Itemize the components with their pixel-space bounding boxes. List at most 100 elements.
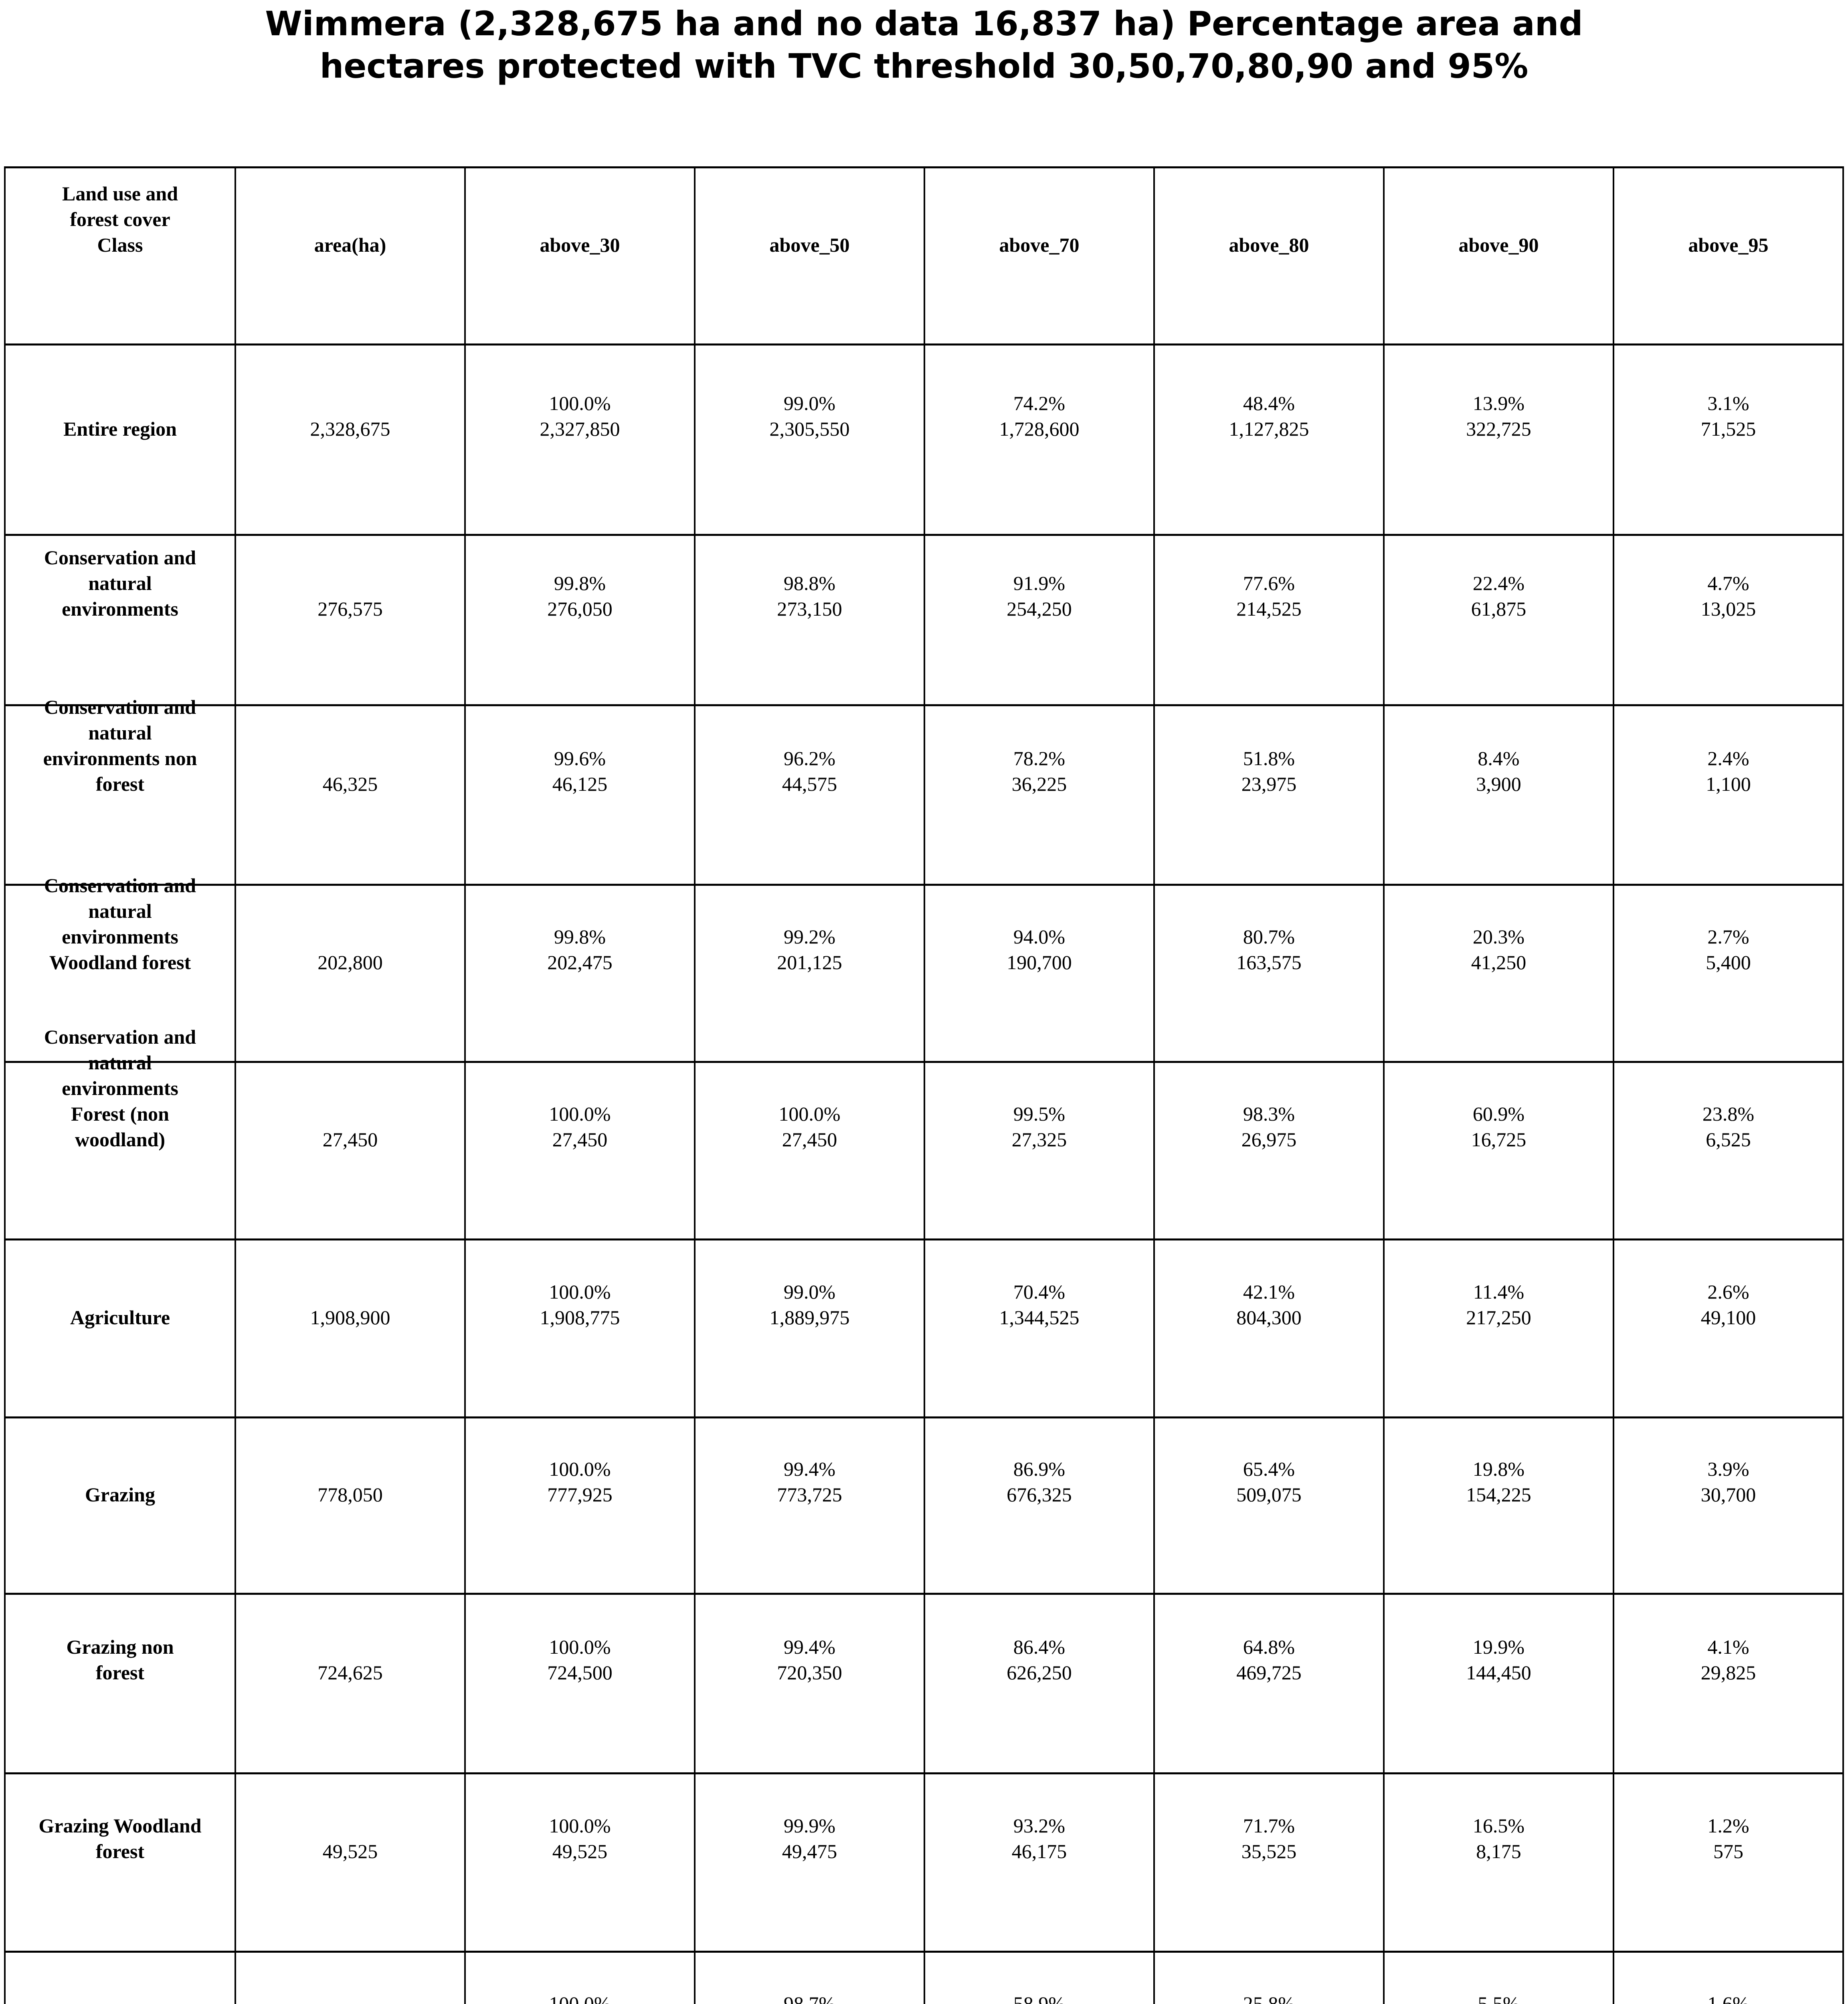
hectares-value: 626,250 bbox=[1007, 1661, 1072, 1684]
table-row: Conservation and natural environments 276,5… bbox=[6, 536, 1842, 706]
hectares-value: 214,525 bbox=[1236, 598, 1302, 620]
percent-value: 65.4% bbox=[1243, 1457, 1295, 1480]
threshold-cell: 19.9% 144,450 bbox=[1383, 1595, 1613, 1772]
threshold-cell: 11.4% 217,250 bbox=[1383, 1240, 1613, 1416]
percent-value: 3.9% bbox=[1707, 1457, 1749, 1480]
row-label-line: Forest (non bbox=[71, 1103, 169, 1125]
row-label-line: Grazing bbox=[85, 1483, 155, 1506]
percent-value: 23.8% bbox=[1702, 1103, 1755, 1125]
hectares-value: 2,305,550 bbox=[769, 417, 850, 440]
hectares-value: 1,100 bbox=[1706, 772, 1751, 795]
area-cell: 202,800 bbox=[235, 886, 464, 1061]
percent-value: 42.1% bbox=[1243, 1280, 1295, 1303]
threshold-cell: 42.1% 804,300 bbox=[1153, 1240, 1383, 1416]
threshold-cell: 100.0%1,125,575 bbox=[464, 1953, 694, 2004]
row-label-cell: Conservation and natural environments bbox=[6, 536, 235, 704]
threshold-cell: 98.8% 273,150 bbox=[694, 536, 924, 704]
table-row: Grazing non forest 724,625 100.0% 724,500 99.… bbox=[6, 1595, 1842, 1774]
threshold-cell: 100.0% 27,450 bbox=[464, 1063, 694, 1238]
threshold-cell: 51.8% 23,975 bbox=[1153, 706, 1383, 884]
threshold-cell: 99.5% 27,325 bbox=[924, 1063, 1153, 1238]
percent-value: 99.9% bbox=[783, 1814, 836, 1837]
row-label-cell: Conservation and natural environments non f… bbox=[6, 696, 235, 884]
hectares-value: 469,725 bbox=[1236, 1661, 1302, 1684]
table-row: Conservation and natural environments Woodl… bbox=[6, 874, 1842, 1063]
percent-value: 100.0% bbox=[549, 1992, 611, 2004]
table-row: Cropping1,125,575100.0%1,125,57598.7%1,1… bbox=[6, 1953, 1842, 2004]
threshold-cell: 99.4% 720,350 bbox=[694, 1595, 924, 1772]
percent-value: 3.1% bbox=[1707, 392, 1749, 414]
hectares-value: 3,900 bbox=[1476, 772, 1521, 795]
hectares-value: 30,700 bbox=[1700, 1483, 1756, 1506]
hectares-value: 273,150 bbox=[777, 598, 842, 620]
row-label-line: Conservation and bbox=[44, 1026, 196, 1048]
threshold-cell: 74.2% 1,728,600 bbox=[924, 345, 1153, 534]
area-value: 778,050 bbox=[317, 1483, 383, 1506]
threshold-cell: 8.4% 3,900 bbox=[1383, 706, 1613, 884]
row-label-cell: Conservation and natural environments Woodl… bbox=[6, 874, 235, 1061]
hectares-value: 217,250 bbox=[1466, 1306, 1531, 1329]
column-header: above_70 bbox=[924, 168, 1153, 343]
area-value: 202,800 bbox=[317, 951, 383, 974]
table-header-row: Land use and forest cover Class area(ha) abo… bbox=[6, 168, 1842, 345]
percent-value: 19.8% bbox=[1472, 1457, 1525, 1480]
area-value: 276,575 bbox=[317, 598, 383, 620]
threshold-cell: 2.6% 49,100 bbox=[1613, 1240, 1842, 1416]
row-label-line: natural bbox=[88, 721, 152, 744]
hectares-value: 773,725 bbox=[777, 1483, 842, 1506]
area-value: 1,908,900 bbox=[310, 1306, 390, 1329]
percent-value: 16.5% bbox=[1472, 1814, 1525, 1837]
hectares-value: 8,175 bbox=[1476, 1840, 1521, 1863]
percent-value: 19.9% bbox=[1472, 1635, 1525, 1658]
row-label-line: forest bbox=[95, 1840, 145, 1863]
hectares-value: 1,728,600 bbox=[999, 417, 1080, 440]
threshold-cell: 80.7% 163,575 bbox=[1153, 886, 1383, 1061]
hectares-value: 144,450 bbox=[1466, 1661, 1531, 1684]
threshold-cell: 86.9% 676,325 bbox=[924, 1418, 1153, 1593]
row-label-line: Conservation and bbox=[44, 874, 196, 897]
column-header: above_30 bbox=[464, 168, 694, 343]
percent-value: 100.0% bbox=[549, 1814, 611, 1837]
row-label-line: Grazing Woodland bbox=[38, 1814, 202, 1837]
threshold-cell: 19.8% 154,225 bbox=[1383, 1418, 1613, 1593]
percent-value: 4.1% bbox=[1707, 1635, 1749, 1658]
threshold-cell: 64.8% 469,725 bbox=[1153, 1595, 1383, 1772]
hectares-value: 26,975 bbox=[1241, 1128, 1297, 1151]
row-label-line: Agriculture bbox=[70, 1306, 170, 1329]
hectares-value: 154,225 bbox=[1466, 1483, 1531, 1506]
hectares-value: 201,125 bbox=[777, 951, 842, 974]
percent-value: 100.0% bbox=[549, 1103, 611, 1125]
hectares-value: 575 bbox=[1713, 1840, 1743, 1863]
hectares-value: 1,908,775 bbox=[540, 1306, 620, 1329]
threshold-cell: 1.2% 575 bbox=[1613, 1774, 1842, 1951]
threshold-cell: 100.0% 49,525 bbox=[464, 1774, 694, 1951]
threshold-cell: 2.4% 1,100 bbox=[1613, 706, 1842, 884]
area-cell: 49,525 bbox=[235, 1774, 464, 1951]
threshold-cell: 91.9% 254,250 bbox=[924, 536, 1153, 704]
percent-value: 77.6% bbox=[1243, 572, 1295, 595]
hectares-value: 29,825 bbox=[1700, 1661, 1756, 1684]
threshold-cell: 23.8% 6,525 bbox=[1613, 1063, 1842, 1238]
hectares-value: 27,450 bbox=[552, 1128, 608, 1151]
hectares-value: 6,525 bbox=[1706, 1128, 1751, 1151]
threshold-cell: 1.6%18,250 bbox=[1613, 1953, 1842, 2004]
area-cell: 724,625 bbox=[235, 1595, 464, 1772]
percent-value: 11.4% bbox=[1473, 1280, 1524, 1303]
area-cell: 276,575 bbox=[235, 536, 464, 704]
threshold-cell: 48.4% 1,127,825 bbox=[1153, 345, 1383, 534]
hectares-value: 61,875 bbox=[1471, 598, 1527, 620]
page-title-line2: hectares protected with TVC threshold 30… bbox=[319, 46, 1529, 86]
hectares-value: 46,175 bbox=[1011, 1840, 1067, 1863]
percent-value: 100.0% bbox=[549, 1457, 611, 1480]
percent-value: 8.4% bbox=[1478, 747, 1520, 770]
percent-value: 96.2% bbox=[783, 747, 836, 770]
percent-value: 99.5% bbox=[1013, 1103, 1066, 1125]
row-label-line: Conservation and bbox=[44, 695, 196, 718]
row-label-line: Conservation and bbox=[44, 546, 196, 569]
percent-value: 13.9% bbox=[1472, 392, 1525, 414]
percent-value: 64.8% bbox=[1243, 1635, 1295, 1658]
hectares-value: 41,250 bbox=[1471, 951, 1527, 974]
row-label-cell: Entire region bbox=[6, 345, 235, 534]
percent-value: 2.6% bbox=[1707, 1280, 1749, 1303]
threshold-cell: 22.4% 61,875 bbox=[1383, 536, 1613, 704]
